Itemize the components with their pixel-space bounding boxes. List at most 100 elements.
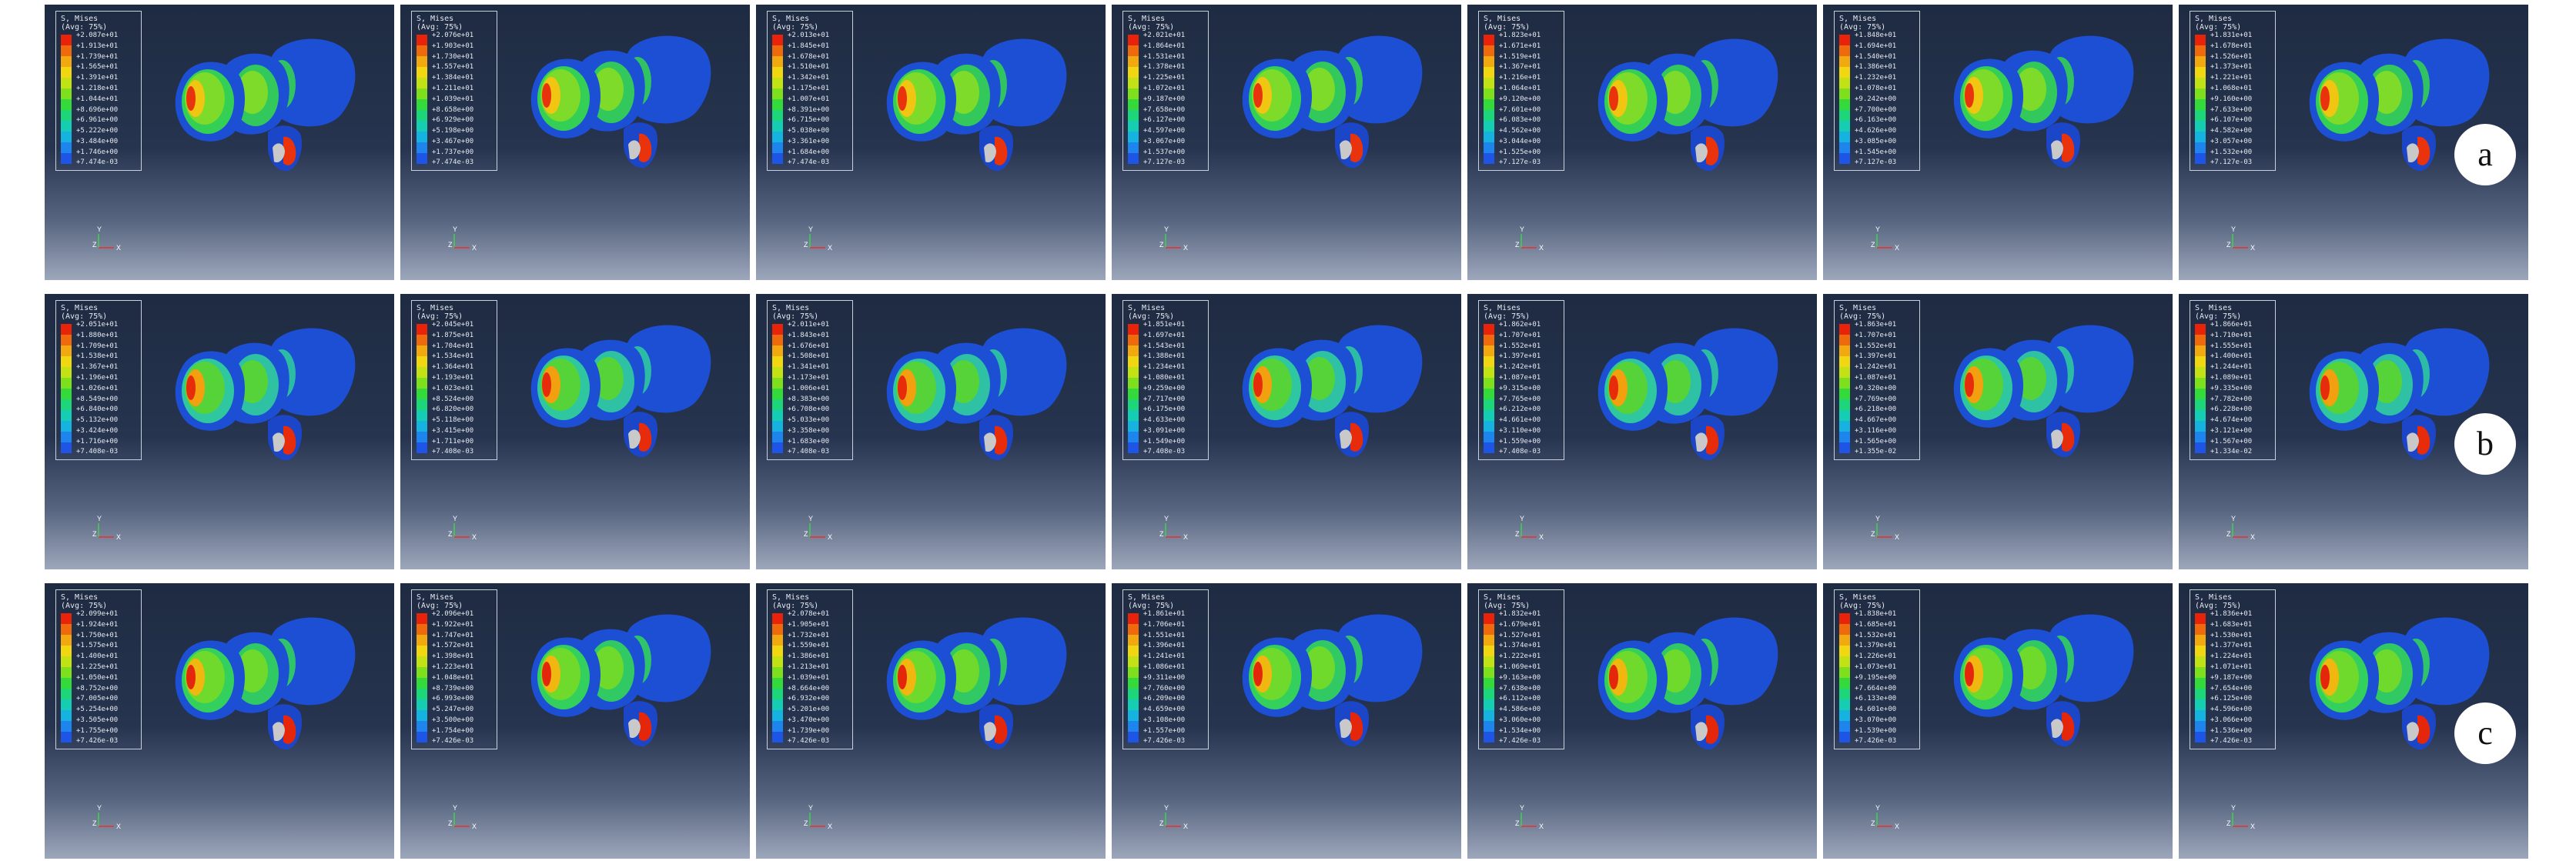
contour-panel: S, Mises (Avg: 75%) +2.076e+01 +1.903e+01 +1… — [400, 5, 750, 280]
legend-value: +3.505e+00 — [76, 716, 119, 724]
color-bar-band — [61, 432, 72, 443]
legend-title: S, Mises — [61, 304, 99, 312]
front-crown-stress-peak — [1253, 83, 1263, 108]
color-bar-band — [1839, 78, 1850, 89]
color-bar-band — [772, 721, 783, 733]
legend-value: +1.086e+01 — [1143, 662, 1186, 671]
contour-panel: S, Mises (Avg: 75%) +2.099e+01 +1.924e+01 +1… — [45, 583, 394, 859]
legend-value: +1.384e+01 — [432, 74, 474, 82]
color-bar-band — [772, 732, 783, 743]
color-bar-band — [1484, 67, 1494, 78]
legend-value: +9.335e+00 — [2210, 384, 2253, 392]
color-bar-band — [1128, 356, 1139, 368]
color-bar-band — [1484, 689, 1494, 700]
tooth-model — [175, 617, 356, 750]
legend-value: +1.750e+01 — [76, 631, 119, 639]
legend-value: +4.626e+00 — [1855, 127, 1897, 135]
color-bar-band — [417, 667, 427, 679]
color-bar-band — [1484, 442, 1494, 453]
color-bar-band — [1128, 710, 1139, 722]
legend-value: +4.601e+00 — [1855, 706, 1897, 714]
color-bar-band — [1484, 56, 1494, 68]
legend-value: +1.364e+01 — [432, 363, 474, 372]
legend-value: +7.408e-03 — [788, 448, 830, 456]
color-bar-band — [1484, 432, 1494, 443]
color-bar-band — [772, 345, 783, 357]
legend-value: +1.223e+01 — [432, 662, 474, 671]
color-bar-band — [1839, 399, 1850, 411]
legend-value: +7.601e+00 — [1499, 105, 1541, 114]
legend-value: +1.922e+01 — [432, 620, 474, 629]
x-axis-label: X — [1539, 244, 1544, 252]
legend-value: +7.633e+00 — [2210, 105, 2253, 114]
legend-value: +9.259e+00 — [1143, 384, 1186, 392]
color-bar-band — [772, 656, 783, 668]
y-axis-label: Y — [97, 804, 102, 812]
legend-value: +1.754e+00 — [432, 726, 474, 735]
color-bar-band — [1128, 732, 1139, 743]
axis-triad: YZ X — [1871, 804, 1899, 830]
color-bar-band — [2195, 35, 2206, 46]
color-bar-band — [2195, 656, 2206, 668]
legend-value: +3.361e+00 — [788, 137, 830, 145]
color-bar-band — [417, 78, 427, 89]
legend-value: +6.175e+00 — [1143, 405, 1186, 414]
tooth-model — [530, 325, 711, 458]
color-bar-band — [417, 399, 427, 411]
color-bar-band — [772, 442, 783, 453]
color-bar — [1484, 35, 1494, 164]
color-bar-band — [1839, 335, 1850, 346]
legend-value: +1.400e+01 — [2210, 352, 2253, 361]
legend-value: +1.543e+01 — [1143, 342, 1186, 350]
color-bar-band — [772, 121, 783, 132]
color-bar-band — [2195, 721, 2206, 733]
front-crown-stress-peak — [542, 662, 551, 686]
legend-value: +1.510e+01 — [788, 63, 830, 72]
color-bar-band — [2195, 356, 2206, 368]
color-bar-band — [772, 99, 783, 111]
stress-legend: S, Mises (Avg: 75%) +1.823e+01 +1.671e+01 +1… — [1478, 11, 1564, 171]
legend-title: S, Mises — [61, 593, 99, 602]
legend-value: +1.071e+01 — [2210, 662, 2253, 671]
legend-value: +3.066e+00 — [2210, 716, 2253, 724]
legend-value: +1.540e+01 — [1855, 52, 1897, 61]
contour-panel: S, Mises (Avg: 75%) +1.861e+01 +1.706e+01 +1… — [1112, 583, 1461, 859]
legend-value: +1.072e+01 — [1143, 84, 1186, 92]
color-bar-band — [772, 699, 783, 711]
color-bar-band — [61, 689, 72, 700]
color-bar-band — [1128, 324, 1139, 335]
legend-value: +8.549e+00 — [76, 395, 119, 403]
color-bar-band — [1839, 613, 1850, 625]
color-bar-band — [61, 99, 72, 111]
legend-value: +2.087e+01 — [76, 32, 119, 39]
root-section-cut — [984, 432, 996, 452]
front-crown-stress-peak — [898, 86, 907, 111]
stress-legend: S, Mises (Avg: 75%) +2.087e+01 +1.913e+01 +1… — [55, 11, 142, 171]
legend-value: +7.638e+00 — [1499, 684, 1541, 692]
legend-value: +1.531e+01 — [1143, 52, 1186, 61]
front-crown-stress-peak — [1609, 375, 1618, 400]
color-bar-band — [772, 67, 783, 78]
legend-value: +1.704e+01 — [432, 342, 474, 350]
color-bar-band — [417, 56, 427, 68]
legend-value: +7.127e-03 — [2210, 159, 2253, 167]
color-bar-band — [772, 110, 783, 122]
color-bar-band — [772, 335, 783, 346]
front-crown-stress-peak — [1965, 372, 1974, 397]
root-stress — [639, 712, 652, 741]
legend-value: +1.555e+01 — [2210, 342, 2253, 350]
front-crown-stress-peak — [542, 83, 551, 108]
color-bar — [417, 613, 427, 743]
color-bar-band — [1484, 635, 1494, 646]
x-axis-label: X — [472, 244, 477, 252]
color-bar-band — [1839, 624, 1850, 636]
legend-averaging: (Avg: 75%) — [2195, 23, 2242, 32]
legend-value: +6.993e+00 — [432, 695, 474, 703]
x-axis-label: X — [1895, 533, 1899, 541]
legend-value: +1.050e+01 — [76, 673, 119, 682]
legend-value: +1.678e+01 — [2210, 42, 2253, 50]
legend-value: +7.426e-03 — [76, 737, 119, 746]
front-crown-stress-peak — [898, 375, 907, 400]
root-section-cut — [1695, 722, 1708, 742]
color-bar-band — [2195, 153, 2206, 164]
